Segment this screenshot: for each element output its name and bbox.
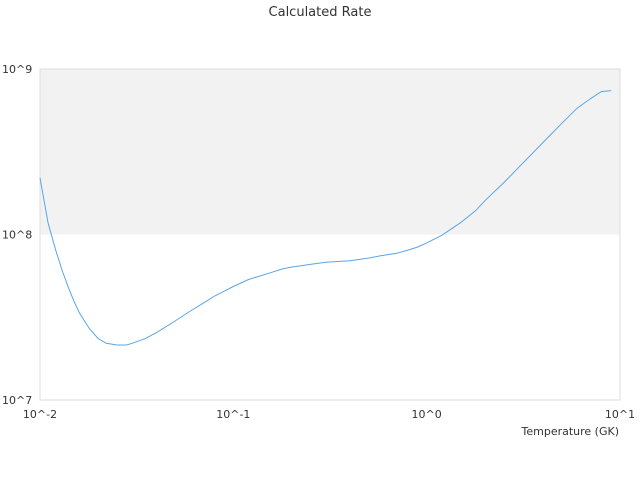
x-tick-label: 10^-1 [216,408,250,421]
chart-title: Calculated Rate [269,5,372,20]
y-tick-label: 10^7 [2,394,32,407]
shaded-band [40,69,620,235]
y-tick-label: 10^8 [2,229,32,242]
x-tick-label: 10^-2 [23,408,57,421]
y-tick-label: 10^9 [2,63,32,76]
plot-area [39,68,621,401]
x-tick-label: 10^0 [412,408,442,421]
x-tick-label: 10^1 [605,408,635,421]
series-line [39,90,612,346]
x-axis-label: Temperature (GK) [521,425,620,438]
